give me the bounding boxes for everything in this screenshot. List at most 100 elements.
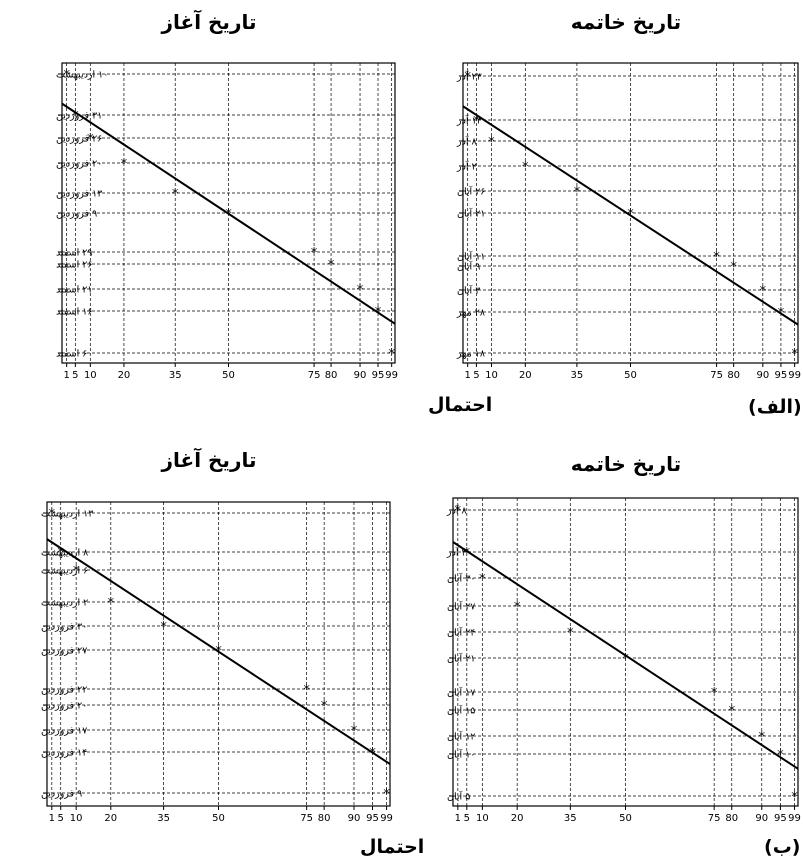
y-tick-label: ۱۷ آبان — [447, 686, 476, 699]
data-point: * — [759, 284, 767, 299]
x-tick-label: 1 — [465, 370, 471, 381]
x-tick-label: 35 — [571, 370, 584, 381]
label-be: (ب) — [764, 836, 801, 858]
y-tick-label: ۲۱ آبان — [457, 207, 485, 220]
y-tick-label: ۲۶ فروردین — [56, 134, 102, 145]
y-tick-label: ۱۰ اردیبهشت — [56, 70, 108, 81]
data-point: * — [388, 347, 396, 362]
data-point: * — [454, 504, 462, 519]
data-point: * — [160, 620, 168, 635]
data-point: * — [320, 699, 328, 714]
x-tick-label: 95 — [366, 813, 379, 824]
y-tick-label: ۱۰ آبان — [447, 748, 475, 761]
y-tick-label: ۱۴ فروردین — [41, 748, 87, 759]
x-tick-label: 50 — [222, 370, 235, 381]
y-tick-label: ۲۱ آبان — [447, 652, 475, 665]
x-tick-label: 20 — [118, 370, 131, 381]
x-tick-label: 90 — [354, 370, 367, 381]
prob-caption-a: احتمال — [428, 394, 493, 416]
data-point: * — [383, 787, 391, 802]
data-point: * — [215, 644, 223, 659]
data-point: * — [791, 790, 799, 805]
x-tick-label: 5 — [473, 370, 479, 381]
data-point: * — [791, 347, 799, 362]
data-point: * — [713, 250, 721, 265]
y-tick-label: ۳ آبان — [457, 284, 481, 297]
y-tick-label: ۳۰ فروردین — [41, 622, 87, 633]
x-tick-label: 35 — [157, 813, 170, 824]
y-tick-label: ۲ اردیبهشت — [41, 598, 88, 609]
y-tick-label: ۱۷ فروردین — [41, 726, 88, 737]
y-tick-label: ۱۶ اسفند — [56, 307, 93, 318]
y-tick-label: ۲۹ اسفند — [56, 248, 93, 259]
y-tick-label: ۲۰ فروردین — [56, 159, 102, 170]
y-tick-label: ۲۸ مهر — [456, 308, 486, 319]
y-tick-label: ۵ آبان — [447, 790, 470, 803]
x-tick-label: 75 — [308, 370, 321, 381]
x-tick-label: 10 — [485, 370, 498, 381]
data-point: * — [369, 746, 377, 761]
y-tick-label: ۲۱ اسفند — [56, 285, 93, 296]
y-tick-label: ۲۰ فروردین — [41, 701, 87, 712]
y-tick-label: ۲۶ آبان — [457, 185, 485, 198]
x-tick-label: 20 — [104, 813, 117, 824]
x-tick-label: 10 — [70, 813, 83, 824]
y-tick-label: ۱۳ فروردین — [56, 189, 103, 200]
x-tick-label: 5 — [58, 813, 64, 824]
y-tick-label: ۶ اسفند — [56, 349, 87, 360]
data-point: * — [573, 185, 581, 200]
y-tick-label: ۱۳ اردیبهشت — [41, 509, 94, 520]
x-tick-label: 90 — [348, 813, 361, 824]
x-tick-label: 10 — [476, 813, 489, 824]
x-tick-label: 50 — [619, 813, 632, 824]
x-tick-label: 80 — [318, 813, 331, 824]
data-point: * — [488, 135, 496, 150]
data-point: * — [777, 306, 785, 321]
chart-title-start-a: تاریخ آغاز — [161, 10, 257, 34]
data-point: * — [728, 704, 736, 719]
x-tick-label: 75 — [300, 813, 313, 824]
data-point: * — [521, 160, 529, 175]
data-point: * — [171, 187, 179, 202]
y-tick-label: ۹ فروردین — [56, 209, 97, 220]
data-point: * — [627, 207, 635, 222]
data-point: * — [48, 507, 56, 522]
x-tick-label: 95 — [372, 370, 385, 381]
trend-line — [61, 102, 396, 325]
y-tick-label: ۸ اردیبهشت — [41, 548, 89, 559]
data-point: * — [86, 132, 94, 147]
chart-title-end-b: تاریخ خاتمه — [570, 452, 682, 476]
data-point: * — [225, 207, 233, 222]
x-tick-label: 20 — [519, 370, 532, 381]
data-point: * — [758, 730, 766, 745]
y-tick-label: ۱۲ آبان — [447, 730, 475, 743]
y-tick-label: ۲۳ آذر — [456, 70, 483, 83]
y-tick-label: ۳۰ آبان — [447, 572, 475, 585]
y-tick-label: ۲۲ فروردین — [41, 685, 87, 696]
prob-caption-b: احتمال — [360, 836, 425, 858]
x-tick-label: 75 — [708, 813, 721, 824]
y-tick-label: ۱۸ مهر — [456, 349, 486, 360]
data-point: * — [374, 305, 382, 320]
y-tick-label: ۹ فروردین — [41, 789, 82, 800]
data-point: * — [622, 652, 630, 667]
x-tick-label: 50 — [624, 370, 637, 381]
data-point: * — [463, 546, 471, 561]
y-tick-label: ۲ آذر — [456, 160, 477, 173]
x-tick-label: 1 — [455, 813, 461, 824]
x-tick-label: 35 — [564, 813, 577, 824]
data-point: * — [356, 283, 364, 298]
y-tick-label: ۲۴ آبان — [447, 626, 475, 639]
data-point: * — [71, 109, 79, 124]
data-point: * — [513, 600, 521, 615]
x-tick-label: 90 — [756, 370, 769, 381]
x-tick-label: 5 — [72, 370, 78, 381]
y-tick-label: ۲۷ فروردین — [41, 646, 88, 657]
y-tick-label: ۱۵ آبان — [447, 704, 475, 717]
x-tick-label: 1 — [49, 813, 55, 824]
data-point: * — [710, 686, 718, 701]
